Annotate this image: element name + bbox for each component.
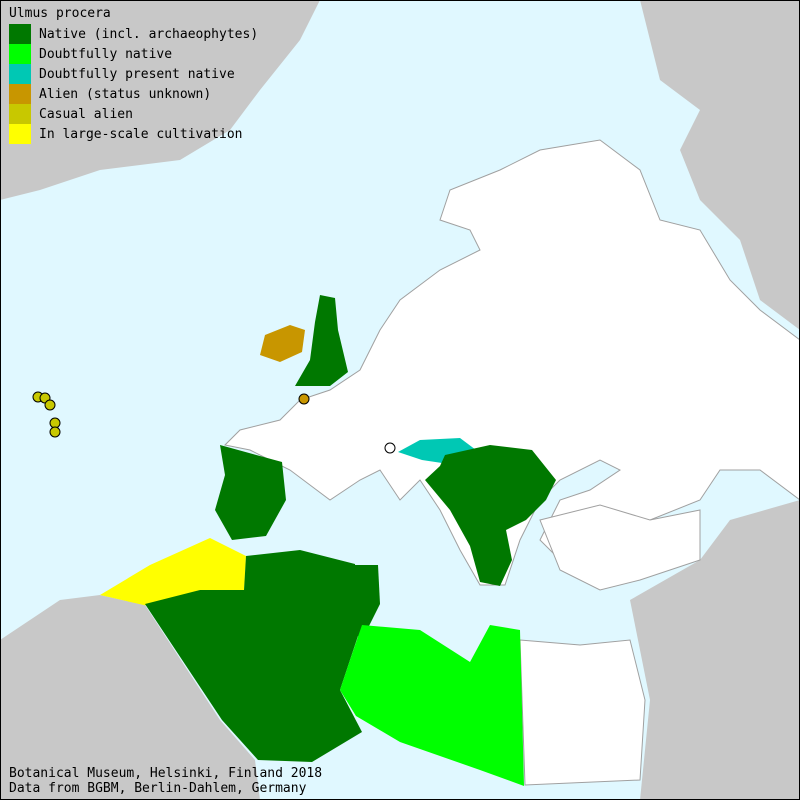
- legend-label: Doubtfully native: [39, 46, 173, 62]
- legend-swatch: [9, 44, 31, 64]
- point-channel-islands-alien: [298, 393, 310, 405]
- legend-label: In large-scale cultivation: [39, 126, 243, 142]
- legend-item: In large-scale cultivation: [9, 124, 258, 144]
- turkey-land: [539, 504, 701, 591]
- africa-west-land: [0, 595, 260, 800]
- region-libya: [340, 625, 524, 786]
- region-balkans: [425, 445, 556, 586]
- legend: Ulmus procera Native (incl. archaeophyte…: [9, 6, 258, 144]
- legend-item: Alien (status unknown): [9, 84, 258, 104]
- region-tunisia: [350, 565, 380, 640]
- region-great-britain: [295, 295, 348, 386]
- credit-line: Botanical Museum, Helsinki, Finland 2018: [9, 766, 323, 781]
- point-azores: [49, 426, 61, 438]
- point-liechtenstein: [384, 442, 396, 454]
- egypt-land: [519, 639, 646, 786]
- credit-line: Data from BGBM, Berlin-Dahlem, Germany: [9, 781, 307, 796]
- legend-swatch: [9, 124, 31, 144]
- legend-swatch: [9, 104, 31, 124]
- region-ireland: [260, 325, 305, 362]
- casual-alien-points: [32, 391, 61, 438]
- middle-east-land: [630, 500, 800, 800]
- arctic-land: [640, 0, 800, 330]
- legend-item: Doubtfully native: [9, 44, 258, 64]
- legend-item: Casual alien: [9, 104, 258, 124]
- region-morocco: [100, 538, 246, 606]
- point-azores: [44, 399, 56, 411]
- map-title: Ulmus procera: [9, 6, 111, 21]
- legend-swatch: [9, 84, 31, 104]
- legend-label: Casual alien: [39, 106, 133, 122]
- greenland-land: [0, 0, 320, 200]
- legend-label: Native (incl. archaeophytes): [39, 26, 259, 42]
- credits: Botanical Museum, Helsinki, Finland 2018…: [9, 766, 322, 796]
- legend-item: Doubtfully present native: [9, 64, 258, 84]
- region-algeria: [145, 550, 362, 762]
- legend-item: Native (incl. archaeophytes): [9, 24, 258, 44]
- legend-label: Alien (status unknown): [39, 86, 212, 102]
- region-spain: [215, 445, 286, 540]
- legend-label: Doubtfully present native: [39, 66, 235, 82]
- legend-swatch: [9, 24, 31, 44]
- legend-swatch: [9, 64, 31, 84]
